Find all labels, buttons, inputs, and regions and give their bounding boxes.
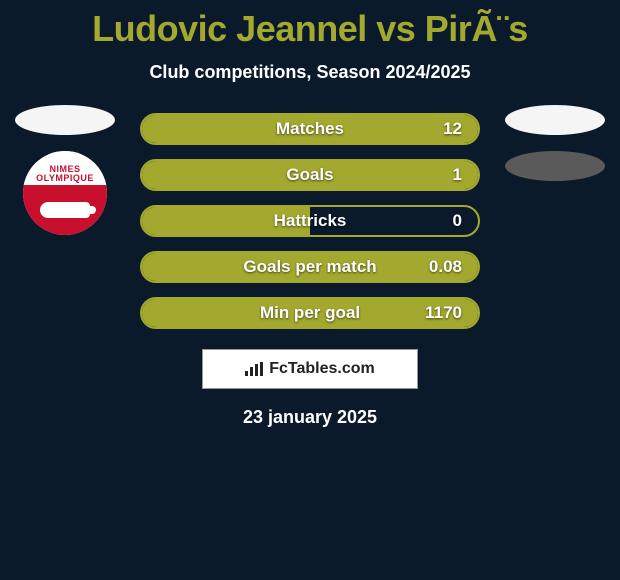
- subtitle: Club competitions, Season 2024/2025: [0, 62, 620, 83]
- brand-text: FcTables.com: [269, 360, 375, 378]
- brand-box: FcTables.com: [202, 349, 418, 389]
- right-player-column: [500, 105, 610, 181]
- player-photo-right: [505, 105, 605, 135]
- stat-label: Min per goal: [260, 303, 360, 323]
- stat-value: 1: [453, 165, 462, 185]
- stat-label: Matches: [276, 119, 344, 139]
- stat-value: 12: [443, 119, 462, 139]
- left-player-column: NIMES OLYMPIQUE: [10, 105, 120, 235]
- stat-value: 0: [453, 211, 462, 231]
- stat-bar: Matches 12: [140, 113, 480, 145]
- stat-bar: Hattricks 0: [140, 205, 480, 237]
- club-logo-left: NIMES OLYMPIQUE: [23, 151, 107, 235]
- chart-icon: [245, 362, 263, 376]
- player-photo-left: [15, 105, 115, 135]
- comparison-content: NIMES OLYMPIQUE Matches 12 Goals 1 Hattricks…: [0, 113, 620, 329]
- stat-bar: Min per goal 1170: [140, 297, 480, 329]
- club-logo-right: [505, 151, 605, 181]
- club-logo-emblem: [23, 185, 107, 235]
- stat-bars: Matches 12 Goals 1 Hattricks 0 Goals per match…: [140, 113, 480, 329]
- stat-value: 1170: [425, 303, 462, 323]
- club-logo-name: NIMES OLYMPIQUE: [23, 151, 107, 185]
- stat-label: Goals per match: [243, 257, 376, 277]
- stat-bar: Goals per match 0.08: [140, 251, 480, 283]
- date-label: 23 january 2025: [0, 407, 620, 428]
- stat-label: Goals: [286, 165, 333, 185]
- crocodile-icon: [40, 202, 90, 218]
- stat-label: Hattricks: [274, 211, 347, 231]
- page-title: Ludovic Jeannel vs PirÃ¨s: [0, 0, 620, 50]
- stat-bar: Goals 1: [140, 159, 480, 191]
- stat-value: 0.08: [429, 257, 462, 277]
